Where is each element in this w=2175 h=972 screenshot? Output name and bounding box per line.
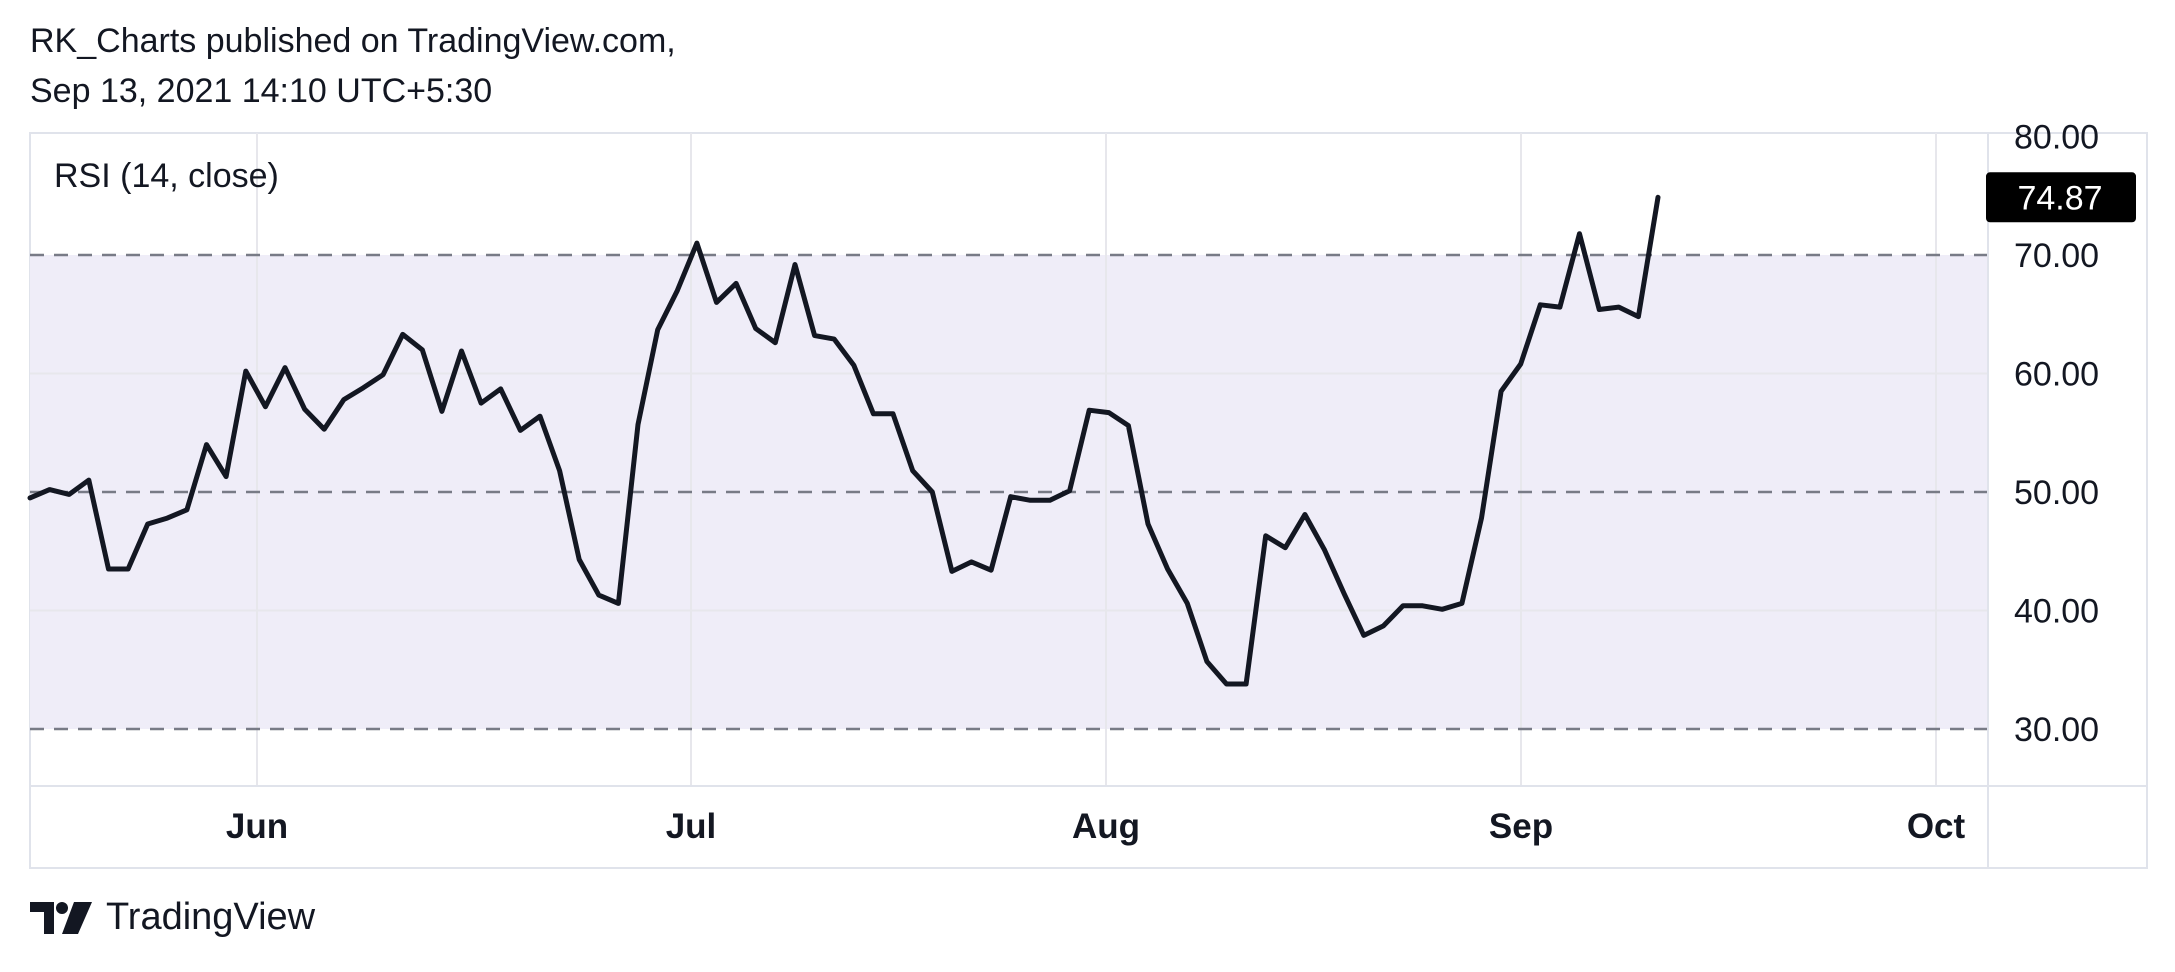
tradingview-brand-name: TradingView [106,896,316,938]
y-tick-label: 30.00 [2014,711,2099,749]
y-tick-label: 60.00 [2014,356,2099,394]
last-value-badge-bg [1986,172,2136,223]
x-tick-label-jun: Jun [226,807,288,846]
tradingview-logo-icon [30,901,92,934]
x-tick-label-sep: Sep [1489,807,1553,846]
rsi-band-background [30,255,1988,729]
rsi-chart[interactable]: 30.00 40.00 50.00 60.00 70.00 80.00 Jun Jul Aug… [0,0,2175,880]
indicator-title: RSI (14, close) [54,157,279,195]
y-tick-label: 40.00 [2014,593,2099,631]
y-tick-label: 80.00 [2014,119,2099,157]
publisher-line: RK_Charts published on TradingView.com, [30,22,676,60]
tradingview-footer[interactable]: TradingView [30,896,315,939]
last-value-label: 74.87 [2017,179,2102,217]
rsi-series-line [27,194,1661,687]
publish-date-line: Sep 13, 2021 14:10 UTC+5:30 [30,72,493,110]
x-tick-label-jul: Jul [666,807,717,846]
x-tick-label-oct: Oct [1907,807,1966,846]
y-tick-label: 50.00 [2014,474,2099,512]
last-value-badge: 74.87 [1986,172,2136,223]
x-tick-label-aug: Aug [1072,807,1140,846]
y-tick-label: 70.00 [2014,237,2099,275]
